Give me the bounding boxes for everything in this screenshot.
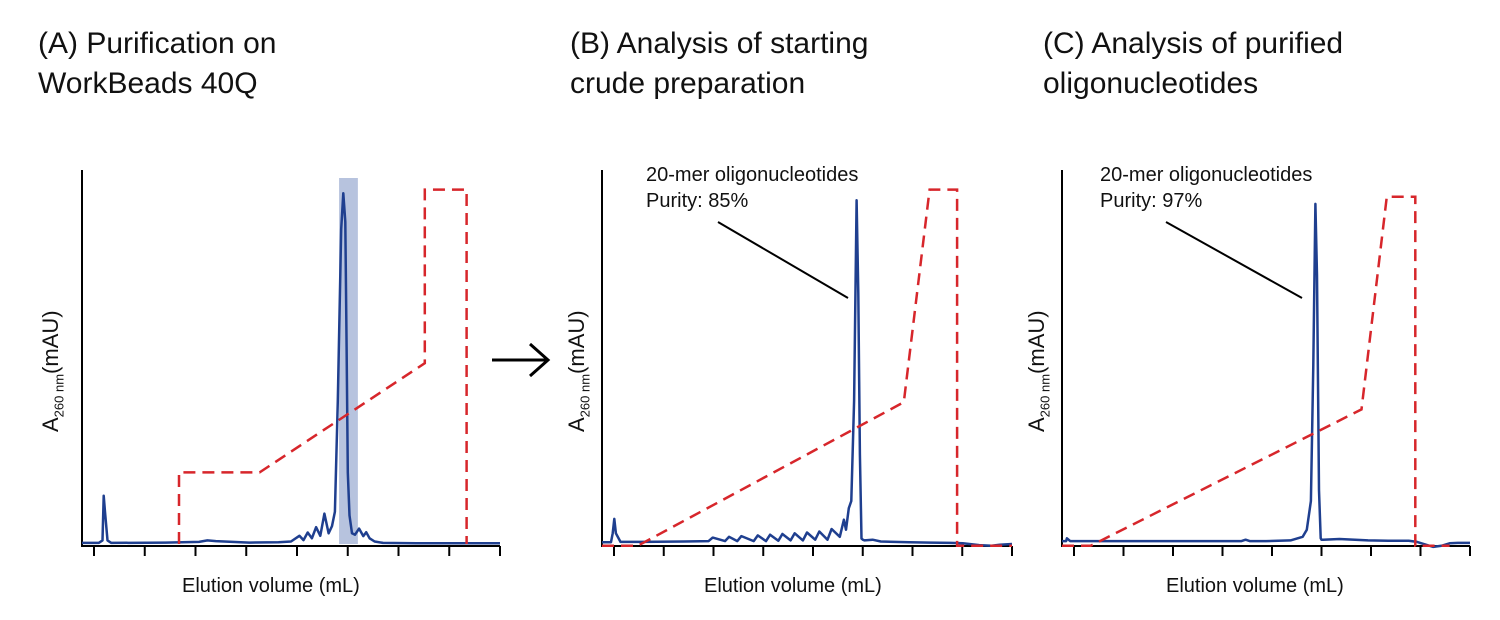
collected-fraction-band [339, 178, 358, 544]
y-axis-label: A260 nm(mAU) [38, 310, 66, 432]
y-axis-label-symbol: A [38, 417, 63, 432]
gradient-line [602, 188, 1012, 548]
y-axis-label-symbol: A [1024, 417, 1049, 432]
peak-annotation: 20-mer oligonucleotides Purity: 85% [646, 162, 858, 214]
x-axis-label: Elution volume (mL) [182, 575, 360, 597]
y-axis-label: A260 nm(mAU) [564, 310, 592, 432]
chromatogram-plot [81, 170, 501, 556]
y-axis-label-symbol: A [564, 417, 589, 432]
absorbance-trace [82, 191, 500, 545]
panel-title-line2: oligonucleotides [1043, 67, 1259, 100]
panel-title: (B) Analysis of starting crude preparati… [570, 24, 868, 104]
gradient-line [1062, 195, 1450, 548]
panel-title: (A) Purification on WorkBeads 40Q [38, 24, 276, 104]
y-axis-label-subscript: 260 nm [1037, 373, 1053, 418]
peak-annotation: 20-mer oligonucleotides Purity: 97% [1100, 162, 1312, 214]
y-axis-label-unit: (mAU) [1024, 310, 1049, 374]
y-axis-label-unit: (mAU) [38, 310, 63, 374]
panel-title-line1: (A) Purification on [38, 27, 277, 60]
x-axis-label: Elution volume (mL) [1166, 575, 1344, 597]
panel-title: (C) Analysis of purified oligonucleotide… [1043, 24, 1343, 104]
x-axis-label: Elution volume (mL) [704, 575, 882, 597]
panel-title-line1: (C) Analysis of purified [1043, 27, 1344, 60]
annotation-line2: Purity: 85% [646, 190, 749, 212]
panel-a: (A) Purification on WorkBeads 40Q A260 n… [0, 0, 501, 620]
arrow-icon [490, 338, 552, 387]
annotation-leader-line [1165, 221, 1303, 299]
annotation-line1: 20-mer oligonucleotides [646, 164, 859, 186]
panel-title-line1: (B) Analysis of starting [570, 27, 869, 60]
y-axis-label: A260 nm(mAU) [1024, 310, 1052, 432]
y-axis-label-subscript: 260 nm [577, 373, 593, 418]
gradient-line [177, 188, 468, 544]
y-axis-label-unit: (mAU) [564, 310, 589, 374]
annotation-line1: 20-mer oligonucleotides [1100, 164, 1313, 186]
annotation-line2: Purity: 97% [1100, 190, 1203, 212]
absorbance-trace [602, 199, 1013, 548]
annotation-leader-line [717, 221, 849, 299]
arrow-svg [492, 342, 551, 378]
y-axis-label-subscript: 260 nm [51, 373, 67, 418]
absorbance-trace [1062, 202, 1470, 549]
panel-title-line2: WorkBeads 40Q [38, 67, 258, 100]
panel-title-line2: crude preparation [570, 67, 806, 100]
